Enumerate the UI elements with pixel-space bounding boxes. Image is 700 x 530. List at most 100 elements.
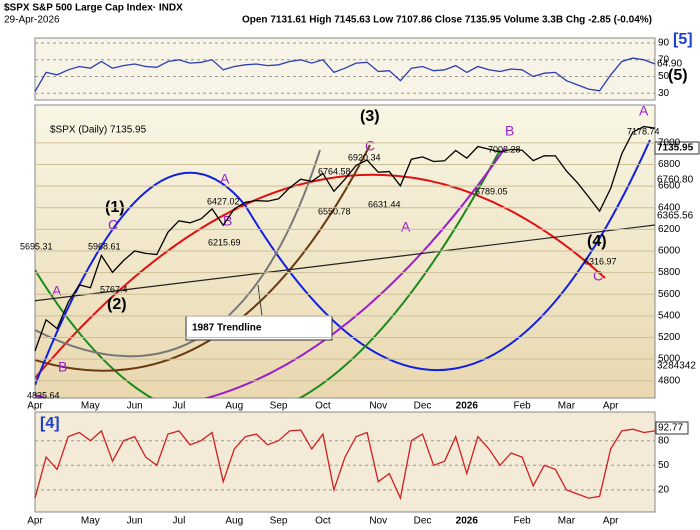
wave-label: A (401, 219, 411, 235)
y-tick-label: 7000 (658, 137, 681, 148)
x-tick-label: Apr (27, 516, 43, 527)
x-tick-label: Nov (369, 401, 387, 412)
y-tick-label: 6000 (658, 246, 681, 257)
last-price-box (654, 141, 700, 155)
wave-label: A (639, 103, 649, 119)
arc (244, 139, 651, 371)
wave-label: (3) (360, 108, 380, 125)
wave-label: (4) (587, 233, 607, 250)
wave-label: A (220, 171, 230, 187)
y-tick-label: 6600 (658, 181, 681, 192)
y-tick-label: 5200 (658, 332, 681, 343)
wave-curves (35, 139, 655, 398)
x-tick-label: Sep (270, 516, 288, 527)
price-label: 5968.61 (88, 241, 121, 251)
callout-box (185, 315, 333, 341)
x-tick-label: Mar (558, 516, 576, 527)
wave-label: (5) (668, 67, 688, 84)
wave-label: [5] (673, 31, 693, 48)
stoch-label: 92.77 (658, 423, 683, 434)
y-tick-label: 70 (658, 54, 670, 65)
series-line (34, 57, 656, 92)
x-tick-label: Apr (603, 516, 619, 527)
last-price: 7135.95 (657, 143, 694, 154)
x-tick-label: Jun (127, 516, 143, 527)
price-label: 5767.4 (100, 284, 128, 294)
price-label: 7178.74 (627, 126, 660, 136)
price-label: 5695.31 (20, 241, 53, 251)
callout-line (257, 284, 263, 317)
price-label: 6789.05 (475, 186, 508, 196)
x-tick-label: Jul (173, 401, 186, 412)
price-label: 6215.69 (208, 237, 241, 247)
callout-label: 1987 Trendline (192, 323, 262, 334)
x-tick-label: Oct (315, 516, 331, 527)
wave-label: C (593, 268, 603, 284)
price-label: 6316.97 (584, 256, 617, 266)
y-tick-label: 5400 (658, 310, 681, 321)
y-tick-label: 30 (658, 88, 670, 99)
wave-label: C (108, 217, 118, 233)
y-tick-label: 5600 (658, 289, 681, 300)
rsi-label: 64.90 (657, 59, 682, 70)
series-line (34, 125, 656, 352)
x-tick-label: 2026 (456, 401, 479, 412)
wave-label: C (365, 138, 375, 154)
price-title: $SPX (Daily) 7135.95 (50, 125, 147, 136)
volume-label: 3284342 (657, 361, 696, 372)
wave-label: B (223, 213, 232, 229)
wave-label: [4] (40, 415, 60, 432)
header-date: 29-Apr-2026 (4, 15, 60, 26)
x-tick-label: Apr (603, 401, 619, 412)
trendline (35, 224, 655, 302)
header-title: $SPX S&P 500 Large Cap Index· INDX (4, 3, 183, 14)
arc (35, 171, 246, 386)
x-tick-label: Jul (173, 516, 186, 527)
y-tick-label: 5800 (658, 267, 681, 278)
y-tick-label: 20 (658, 485, 670, 496)
x-tick-label: 2026 (456, 516, 479, 527)
x-tick-label: Feb (514, 401, 532, 412)
wave-label: (2) (107, 296, 127, 313)
y-tick-label: 50 (658, 71, 670, 82)
price-label: 7002.28 (488, 144, 521, 154)
header-quote: Open 7131.61 High 7145.63 Low 7107.86 Cl… (242, 15, 652, 26)
x-tick-label: May (81, 401, 100, 412)
x-tick-label: May (81, 516, 100, 527)
y-tick-label: 90 (658, 38, 670, 49)
x-tick-label: Apr (27, 401, 43, 412)
stoch-panel (34, 411, 656, 513)
price-label: 4835.64 (27, 390, 60, 400)
ma-label: 6365.56 (657, 211, 694, 222)
stoch-box (655, 421, 689, 435)
annotations: (3) (1) (2) (4) (5) [5] [4] A A A A B B … (20, 31, 700, 435)
y-tick-label: 5000 (658, 354, 681, 365)
price-panel (34, 104, 656, 399)
y-tick-label: 4800 (658, 375, 681, 386)
x-tick-label: Jun (127, 401, 143, 412)
y-tick-label: 50 (658, 460, 670, 471)
x-tick-label: Mar (558, 401, 576, 412)
rsi-panel (34, 37, 656, 101)
wave-label: B (58, 359, 67, 375)
x-tick-label: Dec (414, 401, 432, 412)
x-tick-label: Nov (369, 516, 387, 527)
x-tick-label: Sep (270, 401, 288, 412)
ma-label: 6760.80 (657, 175, 694, 186)
series-line (34, 428, 656, 501)
y-tick-label: 6200 (658, 224, 681, 235)
x-tick-label: Dec (414, 516, 432, 527)
x-tick-label: Aug (225, 516, 243, 527)
price-label: 6550.78 (318, 206, 351, 216)
x-tick-label: Feb (514, 516, 532, 527)
arc (35, 147, 506, 398)
y-tick-label: 6400 (658, 202, 681, 213)
price-label: 6631.44 (368, 199, 401, 209)
wave-label: B (505, 123, 514, 139)
price-label: 6920.34 (348, 152, 381, 162)
y-tick-label: 80 (658, 435, 670, 446)
x-tick-label: Oct (315, 401, 331, 412)
x-tick-label: Aug (225, 401, 243, 412)
wave-label: A (52, 283, 62, 299)
